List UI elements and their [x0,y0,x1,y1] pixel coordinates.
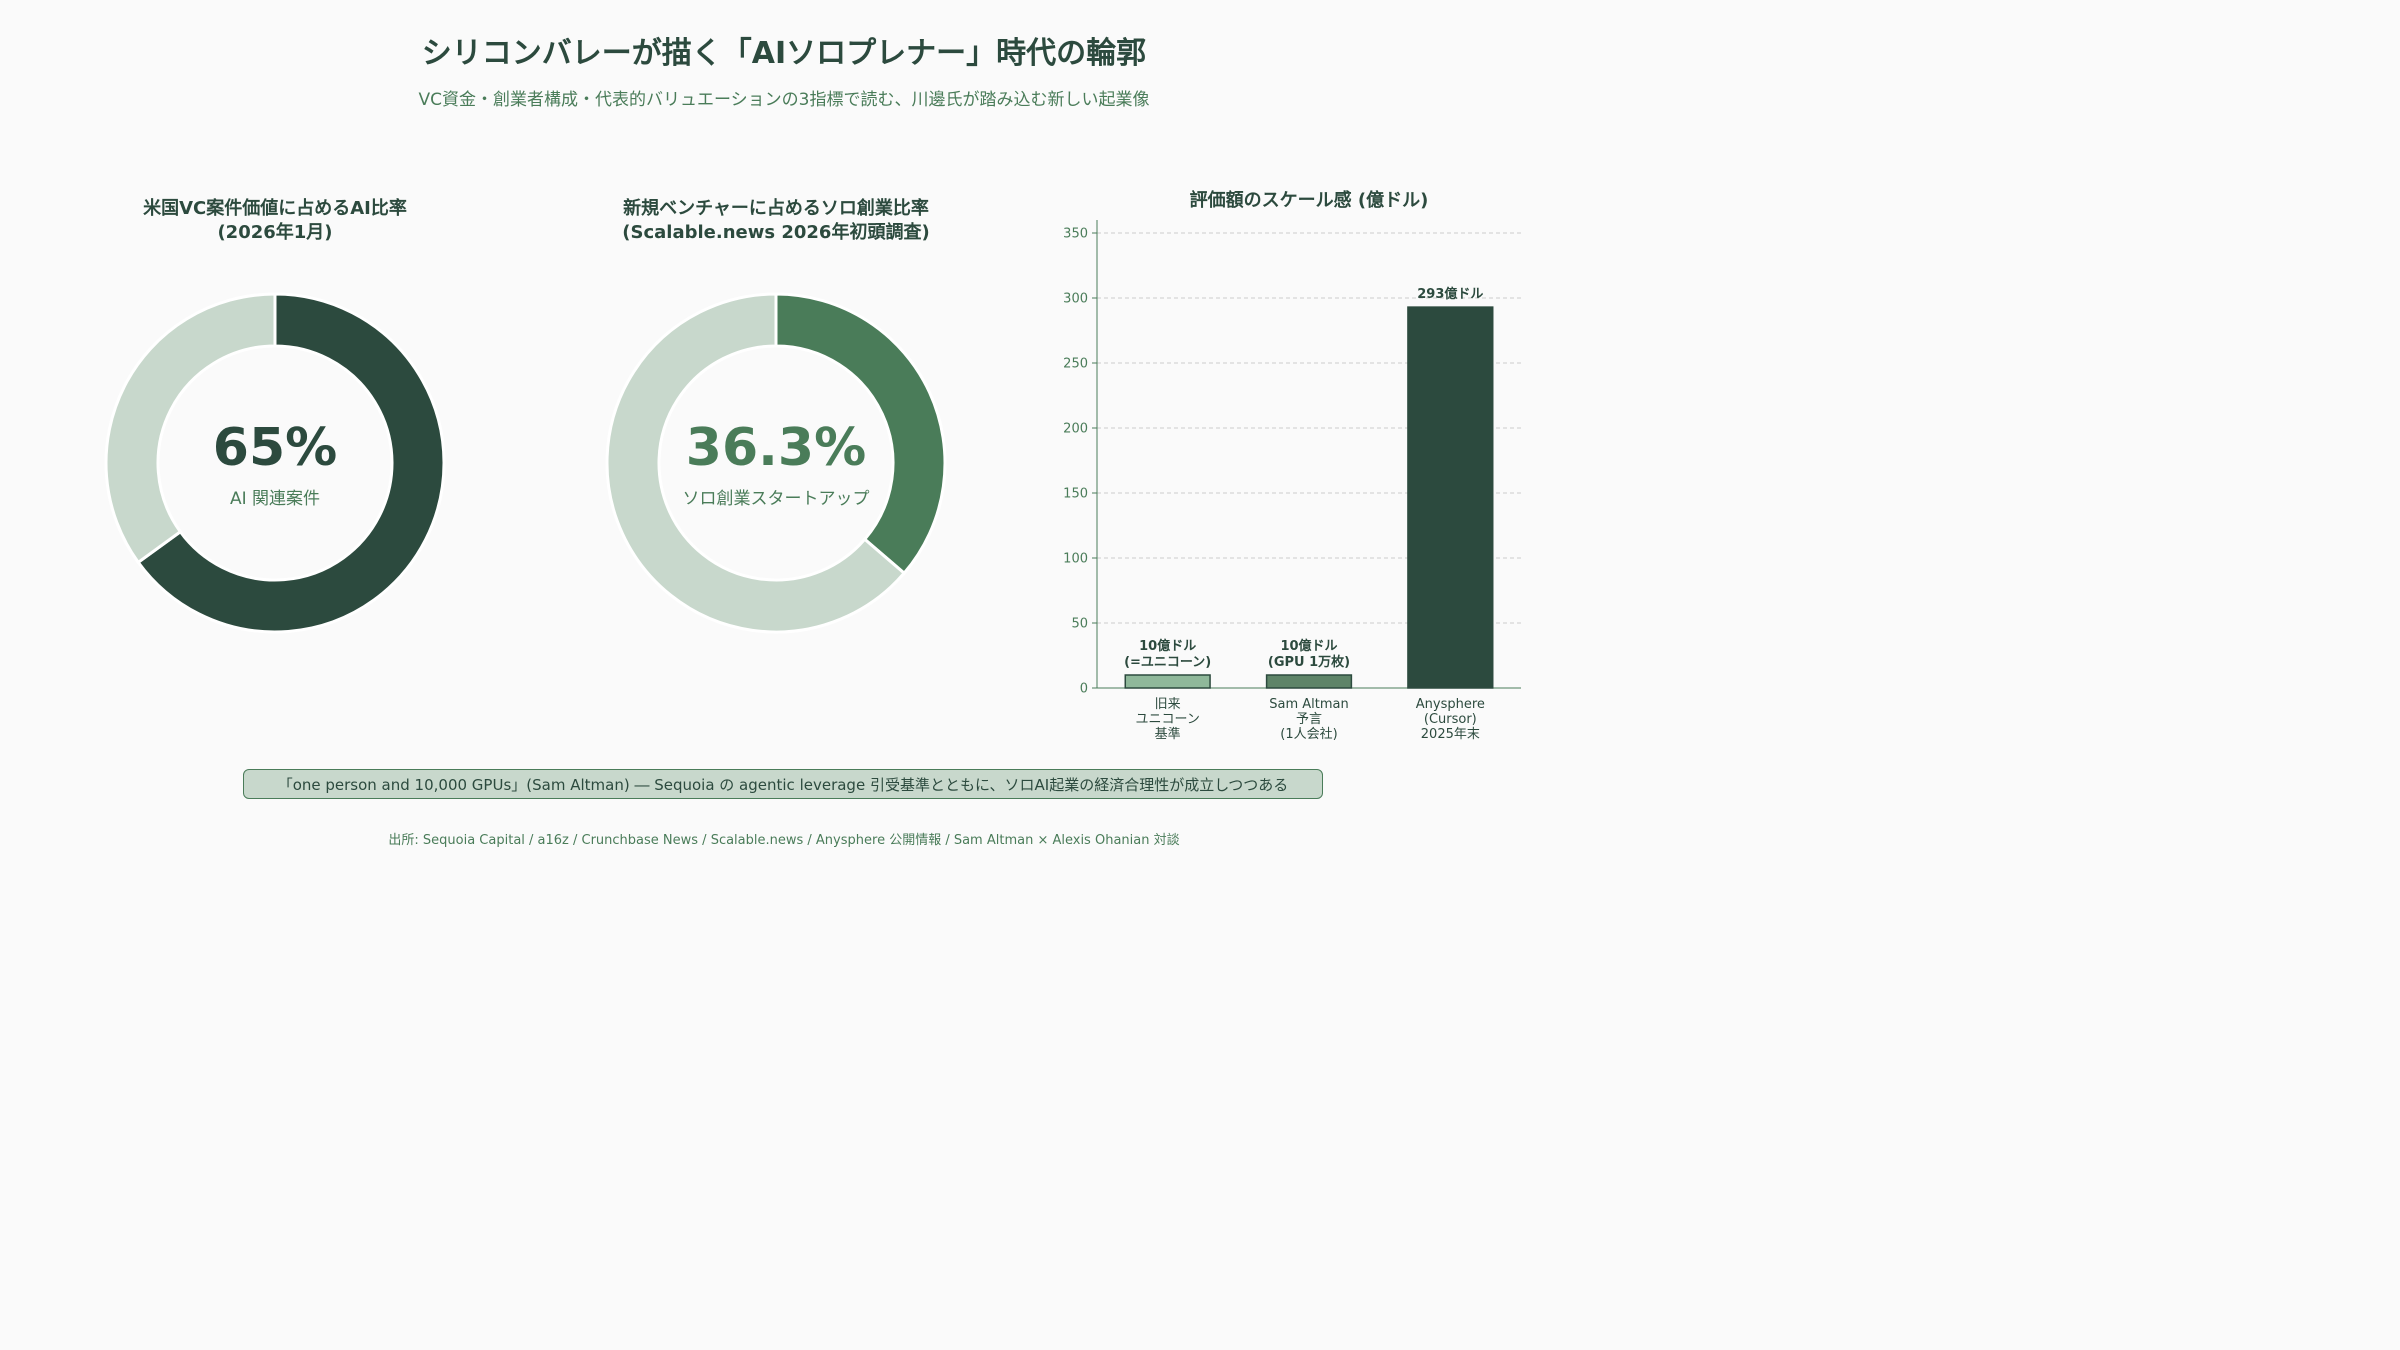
donut2-title-line1: 新規ベンチャーに占めるソロ創業比率 [623,198,929,219]
bar-1 [1265,674,1353,689]
bar-value-label: 10億ドル [1280,638,1337,654]
bar-value-label: (GPU 1万枚) [1268,654,1350,670]
x-category-label: 予言 [1296,712,1322,727]
y-tick-label: 200 [1063,422,1088,437]
x-category-label: ユニコーン [1135,712,1199,727]
bar-value-label: 10億ドル [1139,638,1196,654]
bar-2 [1407,306,1494,689]
donut2-center-label: ソロ創業スタートアップ [682,489,870,509]
quote-box: 「one person and 10,000 GPUs」(Sam Altman)… [243,769,1323,799]
y-tick-label: 150 [1063,487,1088,502]
donut1-slice-0 [136,292,446,634]
bar-value-label: 293億ドル [1417,286,1483,302]
donut1-slice-1 [104,292,277,565]
bar-chart-title: 評価額のスケール感 (億ドル) [1190,189,1429,211]
page-title: シリコンバレーが描く「AIソロプレナー」時代の輪郭 [421,36,1147,71]
donut1-title-line2: (2026年1月) [217,222,333,243]
valuation-bar-chart: 評価額のスケール感 (億ドル) 0 50 100 150 200 250 300 350 10… [1063,189,1521,742]
x-category-label: (1人会社) [1280,726,1337,742]
y-tick-label: 350 [1063,227,1088,242]
y-tick-label: 300 [1063,292,1088,307]
source-note: 出所: Sequoia Capital / a16z / Crunchbase … [388,833,1180,848]
y-tick-label: 250 [1063,357,1088,372]
donut2-center-value: 36.3% [685,418,867,478]
y-tick-label: 50 [1071,617,1088,632]
x-category-label: Anysphere [1416,697,1485,712]
y-tick-label: 100 [1063,552,1088,567]
x-category-label: 基準 [1155,726,1181,742]
x-category-label: (Cursor) [1424,712,1477,727]
y-tick-label: 0 [1080,682,1088,697]
donut2-chart [605,292,947,634]
quote-text: 「one person and 10,000 GPUs」(Sam Altman)… [277,775,1289,794]
x-category-label: 2025年末 [1421,727,1480,742]
donut2-slice-0 [774,292,947,576]
donut2-title-line2: (Scalable.news 2026年初頭調査) [622,222,930,243]
donut2-title: 新規ベンチャーに占めるソロ創業比率 (Scalable.news 2026年初頭… [556,197,996,245]
bar-0 [1124,674,1211,689]
donut1-title: 米国VC案件価値に占めるAI比率 (2026年1月) [75,197,475,245]
bar-value-label: (=ユニコーン) [1124,655,1211,670]
x-category-label: 旧来 [1155,697,1181,712]
donut1-center-value: 65% [212,418,338,478]
donut1-chart [104,292,446,634]
page-subtitle: VC資金・創業者構成・代表的バリュエーションの3指標で読む、川邊氏が踏み込む新し… [418,90,1150,110]
x-category-label: Sam Altman [1269,697,1349,712]
donut2-slice-1 [605,292,907,634]
donut1-title-line1: 米国VC案件価値に占めるAI比率 [143,198,407,219]
donut1-center-label: AI 関連案件 [229,489,321,509]
